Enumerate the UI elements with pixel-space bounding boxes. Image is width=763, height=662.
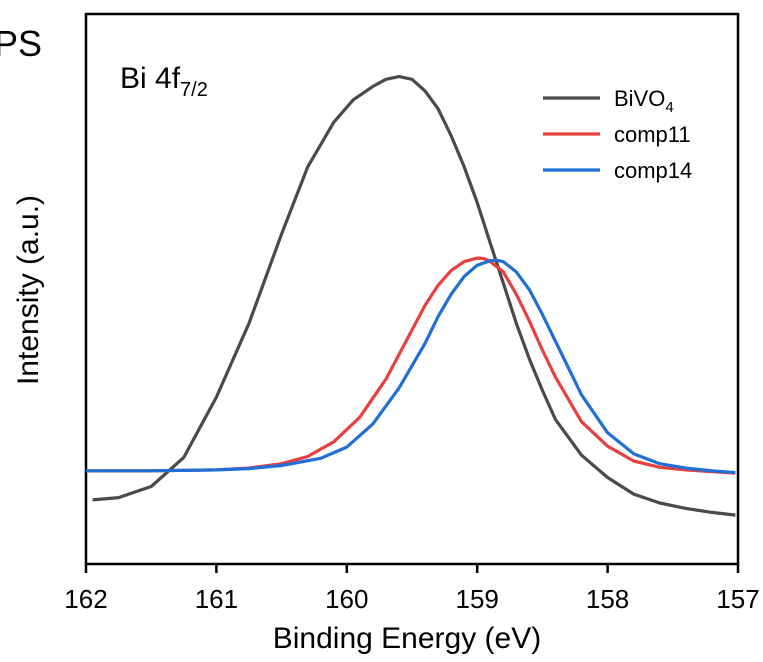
annotation-main: Bi 4f [120,62,181,95]
annotation-subscript: 7/2 [180,79,208,101]
legend-label-comp11: comp11 [614,122,691,147]
series-line-comp11 [86,256,736,475]
legend-label-bivo: BiVO4 [614,86,674,116]
series-line-comp14 [86,258,736,475]
plot-frame [84,12,740,566]
series-layer [86,74,736,517]
legend: BiVO4 comp11 comp14 [543,86,692,183]
series-line-bivo [92,74,736,517]
x-tick-label: 160 [325,584,368,614]
x-tick-label: 162 [64,584,107,614]
x-axis-label: Binding Energy (eV) [273,622,541,655]
x-tick-label: 161 [195,584,238,614]
x-tick-label: 158 [586,584,629,614]
panel-tag: PS [0,23,42,64]
x-tick-label: 157 [716,584,759,614]
x-axis-ticks: 162 161 160 159 158 157 [64,564,760,614]
x-tick-label: 159 [456,584,499,614]
peak-annotation: Bi 4f7/2 [120,62,208,101]
legend-label-comp14: comp14 [614,158,692,183]
y-axis-label: Intensity (a.u.) [12,195,45,385]
